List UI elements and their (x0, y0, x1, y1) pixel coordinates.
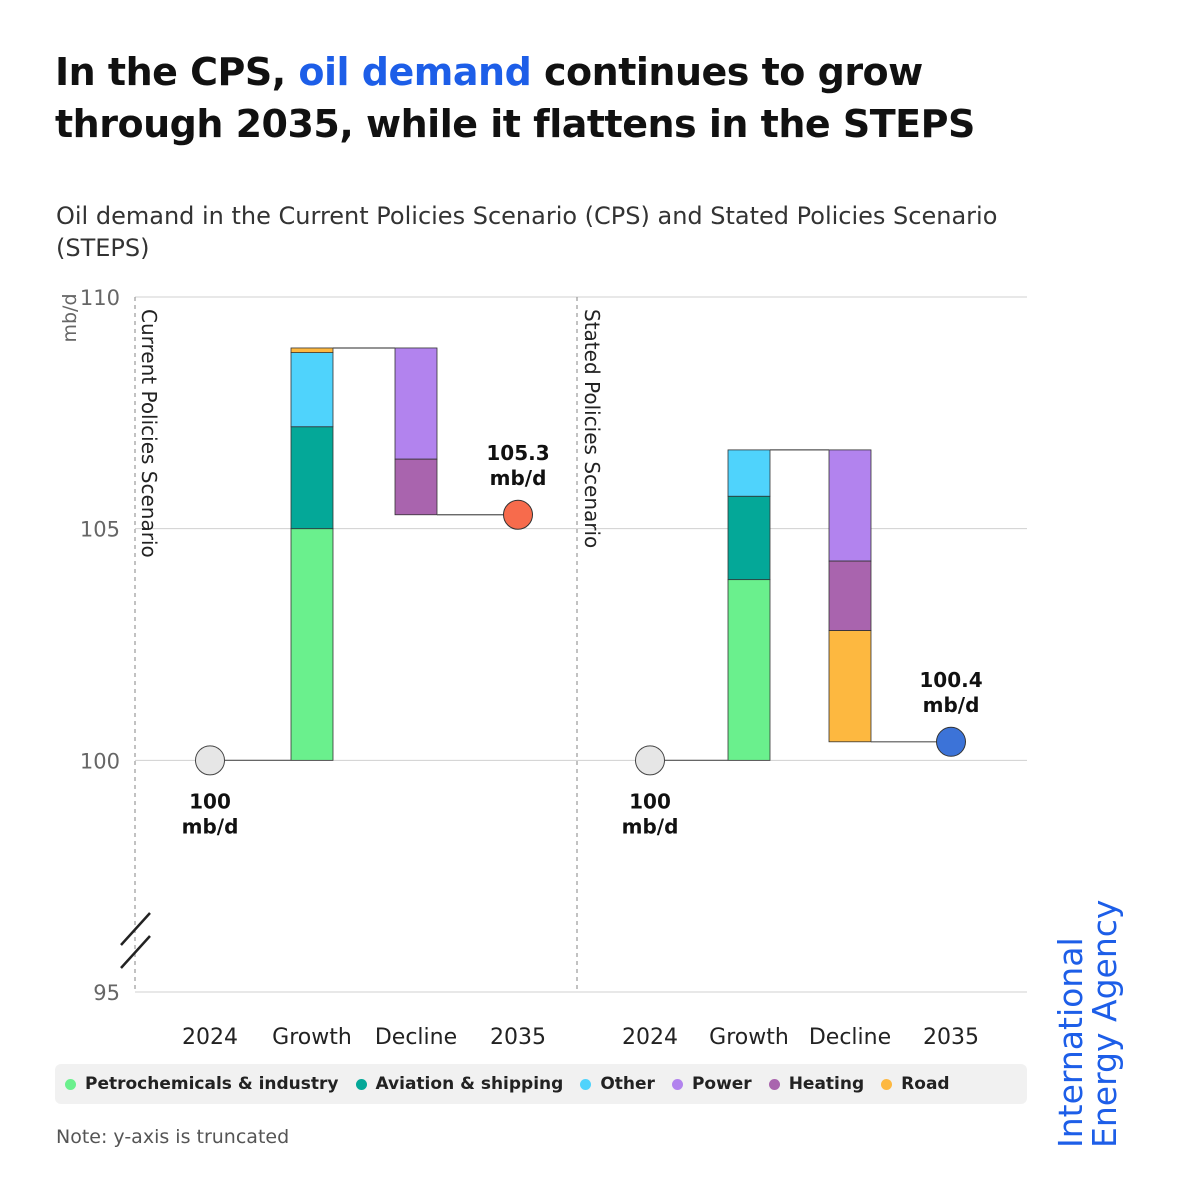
start-marker (635, 745, 665, 776)
title-highlight: oil demand (298, 50, 532, 94)
logo-line-2: Energy Agency (1085, 899, 1124, 1148)
legend-swatch (881, 1078, 893, 1090)
end-value-label: 100.4 (919, 668, 982, 692)
legend-swatch (580, 1078, 592, 1090)
panel-title: Stated Policies Scenario (580, 309, 604, 548)
legend-item: Heating (768, 1074, 865, 1094)
y-axis-label: mb/d (59, 293, 81, 342)
x-tick-label: 2024 (182, 1025, 238, 1050)
end-unit-label: mb/d (490, 466, 547, 490)
legend-label: Power (691, 1074, 752, 1094)
decline-segment (394, 458, 438, 516)
panel-title: Current Policies Scenario (137, 309, 161, 558)
y-tick-label: 95 (93, 981, 120, 1005)
legend-item: Petrochemicals & industry (65, 1074, 339, 1094)
legend-item: Other (580, 1074, 655, 1094)
decline-segment (828, 449, 872, 562)
growth-segment (290, 426, 334, 530)
growth-segment (727, 579, 771, 761)
end-value-label: 105.3 (486, 441, 549, 465)
end-marker (503, 499, 533, 530)
footnote: Note: y-axis is truncated (56, 1126, 290, 1148)
legend-item: Power (671, 1074, 752, 1094)
legend-label: Road (901, 1074, 950, 1094)
legend-label: Other (600, 1074, 655, 1094)
start-value-label: 100 (189, 789, 231, 813)
chart-title: In the CPS, oil demand continues to grow… (55, 50, 975, 146)
logo-line-1: International (1051, 937, 1090, 1148)
start-unit-label: mb/d (182, 814, 239, 838)
legend-label: Heating (788, 1074, 865, 1094)
end-unit-label: mb/d (923, 693, 980, 717)
start-unit-label: mb/d (622, 814, 679, 838)
legend-swatch (65, 1078, 76, 1090)
x-tick-label: Decline (809, 1025, 891, 1050)
axis-break-mark (120, 935, 151, 969)
start-marker (195, 745, 225, 776)
decline-segment (828, 630, 872, 743)
decline-segment (828, 560, 872, 631)
growth-segment (727, 449, 771, 497)
x-tick-label: 2035 (923, 1025, 979, 1050)
growth-segment (290, 352, 334, 428)
decline-segment (394, 347, 438, 460)
start-value-label: 100 (629, 789, 671, 813)
growth-segment (290, 347, 334, 354)
y-tick-label: 110 (80, 286, 120, 310)
x-tick-label: Growth (272, 1025, 352, 1050)
growth-segment (290, 528, 334, 761)
y-tick-label: 100 (80, 749, 120, 773)
iea-logo: International Energy Agency (1051, 899, 1124, 1148)
y-tick-label: 105 (80, 518, 120, 542)
growth-segment (727, 495, 771, 581)
legend-swatch (671, 1078, 683, 1090)
legend-item: Aviation & shipping (355, 1074, 564, 1094)
end-marker (936, 726, 966, 757)
x-tick-label: Decline (375, 1025, 457, 1050)
legend-item: Road (881, 1074, 950, 1094)
legend-label: Petrochemicals & industry (85, 1074, 339, 1094)
chart-subtitle: Oil demand in the Current Policies Scena… (56, 202, 998, 262)
x-tick-label: 2024 (622, 1025, 678, 1050)
legend: Petrochemicals & industry Aviation & ship… (55, 1064, 1027, 1104)
legend-swatch (355, 1078, 367, 1090)
axis-break-mark (120, 912, 151, 946)
legend-label: Aviation & shipping (375, 1074, 564, 1094)
x-tick-label: 2035 (490, 1025, 546, 1050)
x-tick-label: Growth (709, 1025, 789, 1050)
legend-swatch (768, 1078, 780, 1090)
